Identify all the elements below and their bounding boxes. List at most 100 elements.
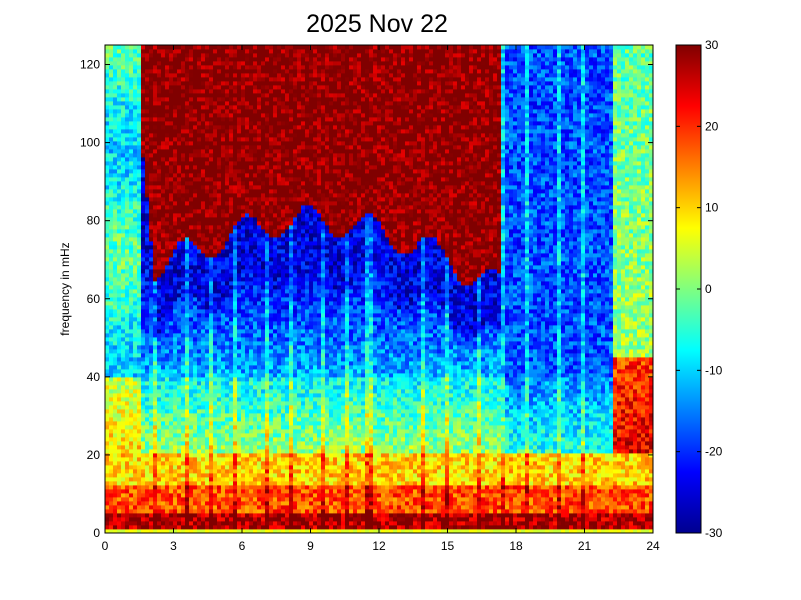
heatmap-cell (237, 153, 242, 158)
heatmap-cell (237, 197, 242, 202)
heatmap-cell (217, 513, 222, 518)
heatmap-cell (161, 185, 166, 190)
heatmap-cell (169, 113, 174, 118)
heatmap-cell (189, 177, 194, 182)
heatmap-cell (261, 353, 266, 358)
heatmap-cell (185, 53, 190, 58)
heatmap-cell (117, 349, 122, 354)
heatmap-cell (265, 277, 270, 282)
heatmap-cell (233, 473, 238, 478)
heatmap-cell (225, 421, 230, 426)
heatmap-cell (169, 269, 174, 274)
heatmap-cell (161, 357, 166, 362)
heatmap-cell (137, 529, 142, 534)
heatmap-cell (137, 469, 142, 474)
heatmap-cell (233, 413, 238, 418)
heatmap-cell (133, 93, 138, 98)
heatmap-cell (133, 273, 138, 278)
heatmap-cell (133, 177, 138, 182)
heatmap-cell (149, 333, 154, 338)
heatmap-cell (121, 253, 126, 258)
heatmap-cell (217, 361, 222, 366)
heatmap-cell (241, 369, 246, 374)
heatmap-cell (201, 141, 206, 146)
heatmap-cell (265, 181, 270, 186)
heatmap-cell (229, 221, 234, 226)
heatmap-cell (109, 45, 114, 50)
heatmap-cell (105, 509, 110, 514)
heatmap-cell (177, 57, 182, 62)
heatmap-cell (109, 197, 114, 202)
heatmap-cell (189, 57, 194, 62)
heatmap-cell (193, 49, 198, 54)
heatmap-cell (133, 353, 138, 358)
heatmap-cell (145, 441, 150, 446)
heatmap-cell (169, 233, 174, 238)
heatmap-cell (153, 45, 158, 50)
heatmap-cell (117, 45, 122, 50)
heatmap-cell (229, 461, 234, 466)
heatmap-cell (129, 501, 134, 506)
heatmap-cell (149, 149, 154, 154)
heatmap-cell (145, 233, 150, 238)
heatmap-cell (225, 161, 230, 166)
heatmap-cell (197, 393, 202, 398)
heatmap-cell (113, 393, 118, 398)
heatmap-cell (149, 341, 154, 346)
heatmap-cell (181, 185, 186, 190)
heatmap-cell (237, 341, 242, 346)
heatmap-cell (109, 313, 114, 318)
heatmap-cell (257, 221, 262, 226)
heatmap-cell (157, 257, 162, 262)
heatmap-cell (141, 265, 146, 270)
heatmap-cell (153, 137, 158, 142)
heatmap-cell (137, 145, 142, 150)
heatmap-cell (145, 273, 150, 278)
heatmap-cell (253, 373, 258, 378)
heatmap-cell (249, 405, 254, 410)
heatmap-cell (157, 121, 162, 126)
heatmap-cell (165, 97, 170, 102)
heatmap-cell (249, 377, 254, 382)
heatmap-cell (229, 229, 234, 234)
heatmap-cell (129, 49, 134, 54)
heatmap-cell (169, 213, 174, 218)
heatmap-cell (157, 313, 162, 318)
heatmap-cell (145, 477, 150, 482)
heatmap-cell (105, 313, 110, 318)
heatmap-cell (109, 341, 114, 346)
heatmap-cell (245, 85, 250, 90)
heatmap-cell (265, 445, 270, 450)
heatmap-cell (177, 113, 182, 118)
heatmap-cell (209, 205, 214, 210)
heatmap-cell (241, 81, 246, 86)
heatmap-cell (165, 81, 170, 86)
heatmap-cell (157, 457, 162, 462)
heatmap-cell (181, 169, 186, 174)
heatmap-cell (153, 369, 158, 374)
heatmap-cell (133, 261, 138, 266)
heatmap-cell (189, 49, 194, 54)
heatmap-cell (225, 241, 230, 246)
heatmap-cell (169, 457, 174, 462)
heatmap-cell (229, 213, 234, 218)
heatmap-cell (201, 393, 206, 398)
heatmap-cell (129, 89, 134, 94)
heatmap-cell (201, 73, 206, 78)
heatmap-cell (185, 245, 190, 250)
heatmap-cell (245, 321, 250, 326)
heatmap-cell (233, 381, 238, 386)
heatmap-cell (185, 341, 190, 346)
heatmap-cell (265, 349, 270, 354)
heatmap-cell (129, 237, 134, 242)
heatmap-cell (105, 113, 110, 118)
heatmap-cell (257, 93, 262, 98)
heatmap-cell (241, 297, 246, 302)
heatmap-cell (165, 417, 170, 422)
heatmap-cell (157, 233, 162, 238)
heatmap-cell (221, 293, 226, 298)
heatmap-cell (189, 221, 194, 226)
heatmap-cell (129, 85, 134, 90)
heatmap-cell (241, 105, 246, 110)
heatmap-cell (105, 333, 110, 338)
